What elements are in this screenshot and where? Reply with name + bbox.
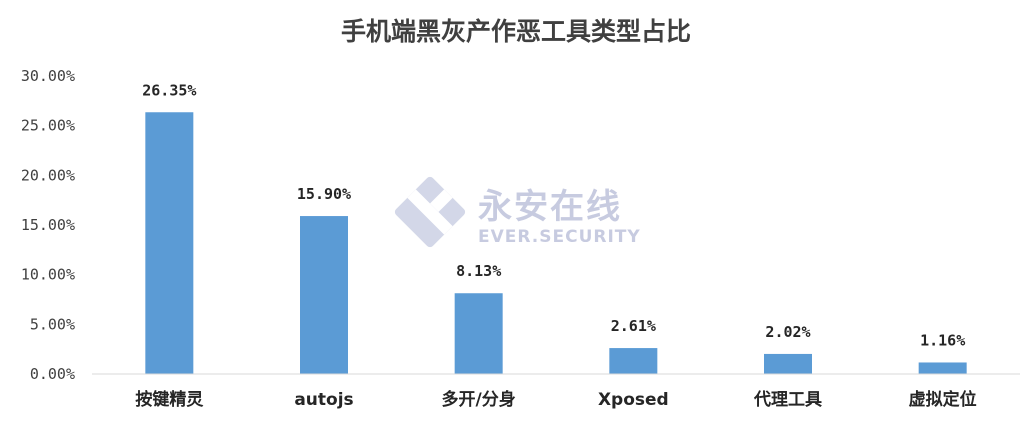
data-label: 15.90% <box>297 185 351 203</box>
bar <box>918 362 967 374</box>
data-label: 1.16% <box>920 331 965 349</box>
category-label: 多开/分身 <box>442 389 516 410</box>
bar <box>454 293 503 374</box>
y-tick-label: 0.00% <box>30 365 75 383</box>
data-label: 2.02% <box>765 323 810 341</box>
watermark-name-cn: 永安在线 <box>478 187 622 227</box>
data-label: 2.61% <box>611 317 656 335</box>
watermark: 永安在线 EVER.SECURITY <box>394 176 641 248</box>
bar <box>300 216 348 374</box>
category-label: Xposed <box>598 390 669 410</box>
data-labels: 26.35% 15.90% 8.13% 2.61% 2.02% 1.16% <box>142 81 965 349</box>
category-label: 代理工具 <box>753 389 822 410</box>
data-label: 26.35% <box>142 81 196 99</box>
y-tick-label: 15.00% <box>21 216 75 234</box>
category-label: 按键精灵 <box>135 389 204 410</box>
category-label: autojs <box>294 390 353 410</box>
y-tick-label: 5.00% <box>30 315 75 333</box>
watermark-name-en: EVER.SECURITY <box>478 227 641 247</box>
y-tick-label: 30.00% <box>21 67 75 85</box>
y-tick-label: 20.00% <box>21 166 75 184</box>
watermark-logo-icon <box>394 176 466 248</box>
bar <box>145 112 194 375</box>
bar <box>609 348 658 374</box>
bars <box>145 112 967 375</box>
y-axis: 0.00% 5.00% 10.00% 15.00% 20.00% 25.00% 30.00% <box>21 67 75 383</box>
x-axis: 按键精灵 autojs 多开/分身 Xposed 代理工具 虚拟定位 <box>135 389 976 410</box>
bar <box>764 353 812 374</box>
data-label: 8.13% <box>456 262 501 280</box>
chart-title: 手机端黑灰产作恶工具类型占比 <box>341 17 691 46</box>
y-tick-label: 25.00% <box>21 117 75 135</box>
y-tick-label: 10.00% <box>21 266 75 284</box>
category-label: 虚拟定位 <box>909 389 977 410</box>
